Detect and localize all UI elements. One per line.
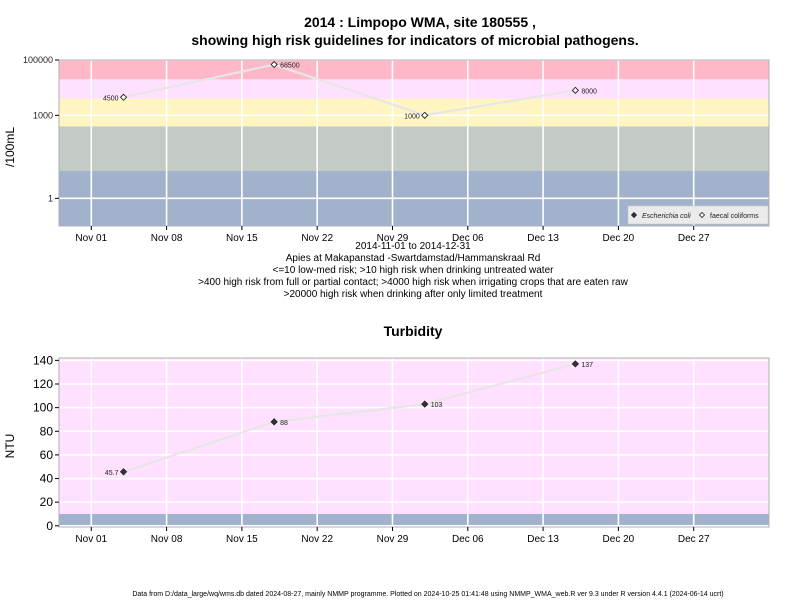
guideline-line-1: <=10 low-med risk; >10 high risk when dr…	[273, 265, 555, 276]
y-axis-label: /100mL	[3, 127, 17, 167]
y-tick-label: 1	[48, 193, 53, 203]
risk-band-3	[59, 79, 769, 99]
chart-title-line2: showing high risk guidelines for indicat…	[191, 32, 638, 48]
turbidity-panel: Nov 01 Nov 08 Nov 15 Nov 22 Nov 29 Dec 06 Dec …	[3, 353, 770, 545]
risk-band-0	[59, 514, 769, 527]
x-tick-label: Nov 29	[377, 233, 409, 244]
x-tick-label: Nov 01	[75, 534, 107, 545]
x-tick-label: Nov 22	[301, 233, 333, 244]
data-point	[421, 400, 429, 408]
site-name-text: Apies at Makapanstad -Swartdamstad/Hamma…	[286, 253, 541, 264]
series-line	[123, 362, 576, 473]
y-tick-label: 0	[46, 519, 53, 533]
risk-band-1	[59, 126, 769, 171]
data-point	[571, 360, 580, 368]
data-label: 8000	[581, 88, 597, 95]
microbial-panel: Nov 01 Nov 08 Nov 15 Nov 22 Nov 29 Dec 06 Dec …	[3, 55, 770, 244]
y-axis-label: NTU	[3, 434, 17, 459]
x-tick-label: Nov 22	[301, 534, 333, 545]
y-tick-label: 140	[33, 353, 53, 367]
legend-entry: Escherichia coli	[642, 213, 691, 220]
legend-entry: faecal coliforms	[710, 213, 759, 220]
guideline-line-3: >20000 high risk when drinking after onl…	[284, 289, 543, 300]
plot-frame	[58, 59, 770, 227]
x-tick-label: Dec 06	[452, 233, 484, 244]
guideline-line-2: >400 high risk from full or partial cont…	[198, 277, 628, 288]
x-tick-label: Nov 08	[151, 534, 183, 545]
x-tick-label: Nov 01	[75, 233, 107, 244]
x-tick-label: Nov 15	[226, 534, 258, 545]
x-tick-label: Nov 29	[377, 534, 409, 545]
footer-note: Data from D:/data_large/wq/wms.db dated …	[132, 591, 723, 598]
x-tick-label: Dec 27	[678, 233, 710, 244]
data-point	[270, 418, 278, 426]
data-label: 4500	[103, 95, 119, 102]
data-label: 68500	[280, 63, 300, 70]
x-tick-label: Dec 13	[527, 534, 559, 545]
x-tick-label: Nov 15	[226, 233, 258, 244]
x-tick-label: Dec 20	[603, 534, 635, 545]
y-tick-label: 20	[40, 495, 54, 509]
y-tick-label: 120	[33, 377, 53, 391]
risk-band-4	[59, 60, 769, 80]
legend-marker	[630, 211, 638, 219]
data-label: 137	[581, 362, 593, 369]
legend-box	[627, 205, 769, 225]
data-label: 45.7	[105, 470, 119, 477]
series-line	[123, 63, 576, 117]
x-tick-label: Dec 13	[527, 233, 559, 244]
risk-band-1	[59, 358, 769, 514]
x-tick-label: Dec 20	[603, 233, 635, 244]
data-point	[270, 60, 278, 69]
x-tick-label: Dec 27	[678, 534, 710, 545]
data-point	[421, 111, 429, 119]
y-tick-label: 80	[40, 424, 54, 438]
y-tick-label: 60	[40, 448, 54, 462]
y-tick-label: 40	[40, 472, 54, 486]
y-tick-label: 1000	[33, 110, 53, 120]
data-point	[119, 93, 128, 101]
data-label: 1000	[404, 113, 420, 120]
y-tick-label: 100000	[23, 55, 53, 65]
chart-title-line1: 2014 : Limpopo WMA, site 180555 ,	[304, 14, 536, 30]
x-tick-label: Nov 08	[151, 233, 183, 244]
legend-marker	[698, 211, 706, 219]
y-tick-label: 100	[33, 401, 53, 415]
date-range-text: 2014-11-01 to 2014-12-31	[355, 241, 471, 252]
plot-frame	[58, 357, 770, 528]
x-tick-label: Dec 06	[452, 534, 484, 545]
legend: Escherichia coli faecal coliforms	[627, 205, 769, 225]
data-label: 88	[280, 420, 288, 427]
data-point	[119, 468, 128, 476]
data-label: 103	[431, 402, 443, 409]
data-point	[571, 86, 580, 94]
turbidity-title: Turbidity	[384, 323, 443, 339]
